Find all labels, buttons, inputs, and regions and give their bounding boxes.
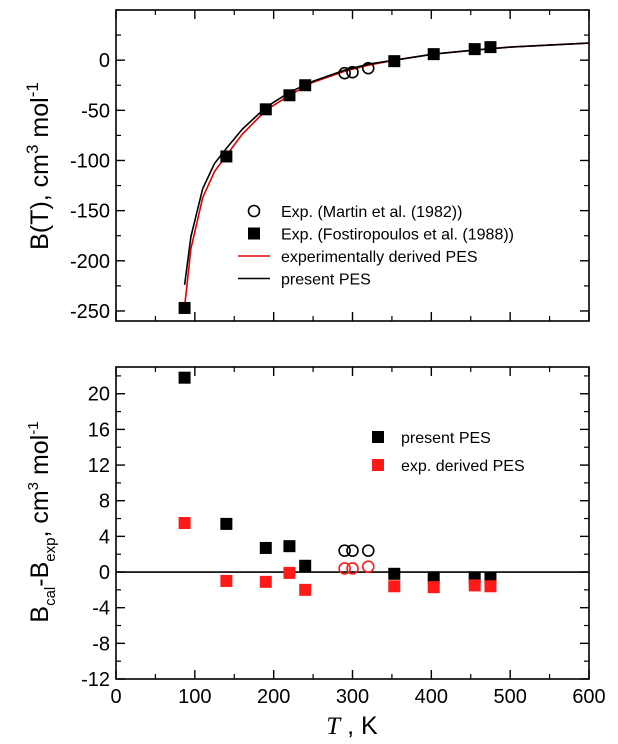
- top-y-tick-label: 0: [99, 50, 110, 72]
- bottom-legend-square-swatch: [372, 431, 384, 443]
- bottom-y-tick-label: 4: [99, 526, 110, 548]
- bottom-square-point: [299, 559, 312, 572]
- bottom-y-tick-label: -8: [92, 633, 110, 655]
- top-panel: -250 -200 -150 -100 -50 0 Exp. (Martin et al.…: [23, 9, 590, 323]
- bottom-square-point: [220, 574, 233, 587]
- top-y-tick-label: -100: [70, 150, 110, 172]
- top-legend-label: present PES: [281, 272, 371, 289]
- bottom-square-point: [259, 541, 272, 554]
- top-y-tick-label: -150: [70, 201, 110, 223]
- bottom-y-tick-label: 16: [88, 419, 110, 441]
- top-circle-point: [361, 61, 375, 75]
- bottom-square-point: [388, 580, 401, 593]
- bottom-y-tick-label: 0: [99, 562, 110, 584]
- top-circle-point: [338, 66, 351, 80]
- top-square-point: [220, 150, 233, 163]
- top-square-point: [388, 55, 401, 68]
- bottom-square-point: [468, 579, 481, 592]
- bottom-square-point: [299, 583, 312, 596]
- bottom-square-point: [220, 517, 233, 530]
- bottom-y-tick-label: -12: [81, 669, 110, 691]
- bottom-square-point: [388, 567, 401, 580]
- bottom-legend: present PES exp. derived PES: [372, 430, 525, 475]
- top-legend: Exp. (Martin et al. (1982)) Exp. (Fostiro…: [238, 204, 514, 289]
- bottom-y-tick-label: 8: [99, 491, 110, 513]
- top-circle-point: [346, 65, 359, 79]
- top-y-tick-label: -50: [81, 100, 110, 122]
- bottom-ticks: 0 100 200 300 400 500 600 -12 -8 -4 0 4 8 12 16 20: [81, 367, 606, 708]
- top-y-axis-label: B(T), cm3 mol-1: [23, 82, 54, 250]
- bottom-x-tick-label: 300: [336, 686, 369, 708]
- bottom-panel: 0 100 200 300 400 500 600 -12 -8 -4 0 4 8 12 16 20 pres…: [25, 366, 606, 740]
- bottom-circle-point: [346, 544, 359, 557]
- top-square-point: [299, 79, 312, 92]
- bottom-circle-point: [361, 560, 375, 573]
- bottom-y-tick-label: -4: [92, 598, 110, 620]
- bottom-square-point: [427, 581, 440, 594]
- bottom-y-tick-label: 12: [88, 455, 110, 477]
- bottom-marks: [116, 371, 589, 596]
- bottom-square-point: [484, 580, 497, 593]
- bottom-circle-point: [346, 562, 359, 575]
- bottom-legend-label: present PES: [401, 430, 491, 447]
- bottom-circle-point: [338, 544, 351, 557]
- top-legend-label: Exp. (Fostiropoulos et al. (1988)): [281, 227, 514, 244]
- top-legend-label: experimentally derived PES: [281, 249, 478, 266]
- top-square-point: [259, 103, 272, 116]
- bottom-square-point: [283, 540, 296, 553]
- top-square-point: [283, 89, 296, 102]
- bottom-x-tick-label: 0: [110, 686, 121, 708]
- top-legend-circle-swatch: [247, 204, 261, 218]
- bottom-square-point: [178, 371, 191, 384]
- bottom-legend-label: exp. derived PES: [401, 458, 525, 475]
- bottom-square-point: [259, 575, 272, 588]
- bottom-square-point: [178, 517, 191, 529]
- bottom-circle-point: [338, 562, 351, 575]
- top-y-tick-label: -200: [70, 251, 110, 273]
- top-y-tick-label: -250: [70, 301, 110, 323]
- top-legend-square-swatch: [248, 227, 260, 240]
- bottom-square-point: [283, 566, 296, 579]
- top-legend-label: Exp. (Martin et al. (1982)): [281, 204, 462, 221]
- top-square-point: [484, 41, 497, 54]
- bottom-legend-square-swatch: [372, 459, 384, 471]
- top-ticks: -250 -200 -150 -100 -50 0: [70, 9, 590, 323]
- bottom-circle-point: [361, 544, 375, 557]
- top-marks: [178, 41, 590, 314]
- bottom-x-tick-label: 400: [415, 686, 448, 708]
- bottom-x-tick-label: 600: [572, 686, 605, 708]
- top-square-point: [178, 301, 191, 314]
- top-square-point: [427, 48, 440, 61]
- bottom-y-tick-label: 20: [88, 384, 110, 406]
- bottom-x-tick-label: 200: [257, 686, 290, 708]
- bottom-x-axis-label: T , K: [326, 712, 378, 740]
- top-series-line: [183, 42, 590, 308]
- bottom-y-axis-label: Bcal-Bexp, cm3 mol-1: [25, 421, 59, 622]
- bottom-x-tick-label: 100: [178, 686, 211, 708]
- top-square-point: [468, 43, 481, 56]
- bottom-x-tick-label: 500: [493, 686, 526, 708]
- bottom-square-point: [427, 571, 440, 584]
